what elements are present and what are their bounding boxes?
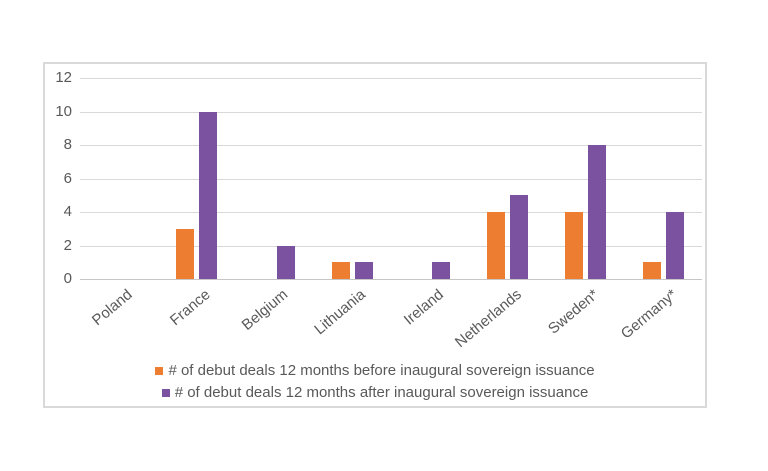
legend-label: # of debut deals 12 months before inaugu… bbox=[168, 362, 595, 379]
x-category-label: Ireland bbox=[400, 286, 447, 329]
y-tick-label: 8 bbox=[63, 136, 72, 153]
x-category-label: France bbox=[166, 286, 214, 330]
plot-area: 0 2 4 6 8 10 12 Poland France Belgium Lithuania Ire… bbox=[55, 69, 702, 351]
y-tick-label: 6 bbox=[63, 169, 72, 187]
y-tick-label: 2 bbox=[63, 236, 72, 254]
bar-before-germany bbox=[642, 262, 661, 279]
x-category-label: Belgium bbox=[238, 286, 292, 334]
y-tick-label: 4 bbox=[63, 203, 72, 220]
y-tick-label: 0 bbox=[63, 270, 72, 287]
x-category-label: Poland bbox=[89, 286, 136, 330]
bar-before-netherlands bbox=[487, 212, 506, 279]
x-category-label: Sweden* bbox=[545, 286, 603, 338]
x-axis-line bbox=[80, 279, 702, 280]
bar-after-netherlands bbox=[510, 195, 529, 279]
bar-after-sweden bbox=[587, 145, 606, 279]
legend-item-after: # of debut deals 12 months after inaugur… bbox=[161, 383, 589, 402]
bar-after-belgium bbox=[276, 245, 295, 279]
gridline bbox=[80, 245, 702, 247]
bar-after-germany bbox=[665, 212, 684, 279]
gridline bbox=[80, 111, 702, 113]
y-tick-label: 12 bbox=[55, 69, 72, 86]
legend-swatch-icon bbox=[155, 366, 164, 375]
legend: # of debut deals 12 months before inaugu… bbox=[45, 361, 705, 402]
bar-after-ireland bbox=[432, 262, 451, 279]
bar-after-lithuania bbox=[354, 262, 373, 279]
x-category-label: Germany* bbox=[617, 286, 681, 343]
bar-before-sweden bbox=[564, 212, 583, 279]
gridline bbox=[80, 78, 702, 79]
gridline bbox=[80, 212, 702, 213]
legend-swatch-icon bbox=[161, 388, 170, 397]
legend-item-before: # of debut deals 12 months before inaugu… bbox=[155, 361, 595, 380]
gridline bbox=[80, 178, 702, 180]
y-tick-label: 10 bbox=[55, 102, 72, 120]
legend-label: # of debut deals 12 months after inaugur… bbox=[174, 384, 589, 401]
bar-before-lithuania bbox=[331, 262, 350, 279]
x-category-label: Lithuania bbox=[311, 286, 370, 339]
bar-after-france bbox=[199, 111, 218, 279]
chart-frame: 0 2 4 6 8 10 12 Poland France Belgium Lithuania Ire… bbox=[43, 62, 707, 408]
bar-before-france bbox=[176, 228, 195, 279]
x-category-label: Netherlands bbox=[451, 286, 525, 352]
gridline bbox=[80, 145, 702, 146]
